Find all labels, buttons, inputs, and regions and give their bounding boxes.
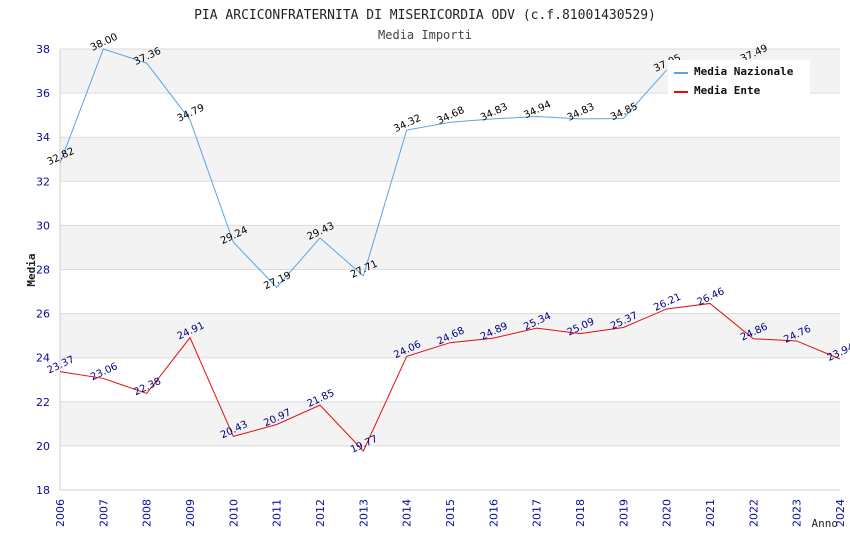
series-line	[59, 302, 841, 452]
band	[60, 401, 840, 446]
y-axis-ticks: 18 20 22 24 26 28 30 32 34 36 38	[36, 43, 50, 497]
legend-box	[668, 60, 810, 98]
x-tick-label: 2012	[314, 499, 327, 527]
y-tick-label: 28	[36, 264, 50, 277]
x-tick-label: 2023	[791, 499, 804, 527]
x-tick-label: 2018	[574, 499, 587, 527]
x-axis-title: Anno	[812, 517, 839, 530]
y-tick-label: 38	[36, 43, 50, 56]
grid-lines	[59, 48, 840, 491]
band	[60, 313, 840, 358]
x-tick-label: 2013	[357, 499, 370, 527]
y-tick-label: 32	[36, 175, 50, 188]
band	[60, 137, 840, 182]
series-lines	[59, 48, 841, 452]
band	[60, 181, 840, 226]
x-tick-label: 2019	[617, 499, 630, 527]
x-tick-label: 2021	[704, 499, 717, 527]
chart-subtitle: Media Importi	[378, 28, 472, 42]
x-tick-label: 2024	[834, 499, 847, 527]
y-tick-label: 22	[36, 396, 50, 409]
x-tick-label: 2020	[661, 499, 674, 527]
y-axis-title: Media	[25, 253, 38, 286]
x-tick-label: 2009	[184, 499, 197, 527]
band	[60, 93, 840, 138]
y-tick-label: 18	[36, 484, 50, 497]
band	[60, 357, 840, 402]
x-tick-label: 2007	[97, 499, 110, 527]
x-tick-label: 2016	[487, 499, 500, 527]
x-tick-label: 2022	[747, 499, 760, 527]
band	[60, 225, 840, 270]
y-tick-label: 34	[36, 131, 50, 144]
legend-label-media-ente: Media Ente	[694, 84, 761, 97]
band	[60, 445, 840, 490]
y-tick-label: 36	[36, 87, 50, 100]
x-tick-label: 2006	[54, 499, 67, 527]
plot-background-bands	[60, 49, 840, 490]
chart-title: PIA ARCICONFRATERNITA DI MISERICORDIA OD…	[194, 8, 656, 23]
x-tick-label: 2015	[444, 499, 457, 527]
series-line	[59, 48, 668, 289]
x-axis-ticks: 2006 2007 2008 2009 2010 2011 2012 2013 2014 2015…	[54, 499, 847, 527]
y-tick-label: 24	[36, 352, 50, 365]
band	[60, 269, 840, 314]
x-tick-label: 2014	[401, 499, 414, 527]
legend-label-media-nazionale: Media Nazionale	[694, 65, 794, 78]
legend: Media Nazionale Media Ente	[668, 60, 810, 98]
x-tick-label: 2017	[531, 499, 544, 527]
x-tick-label: 2010	[227, 499, 240, 527]
x-tick-label: 2011	[271, 499, 284, 527]
y-tick-label: 20	[36, 440, 50, 453]
y-tick-label: 30	[36, 219, 50, 232]
y-tick-label: 26	[36, 308, 50, 321]
x-tick-label: 2008	[141, 499, 154, 527]
